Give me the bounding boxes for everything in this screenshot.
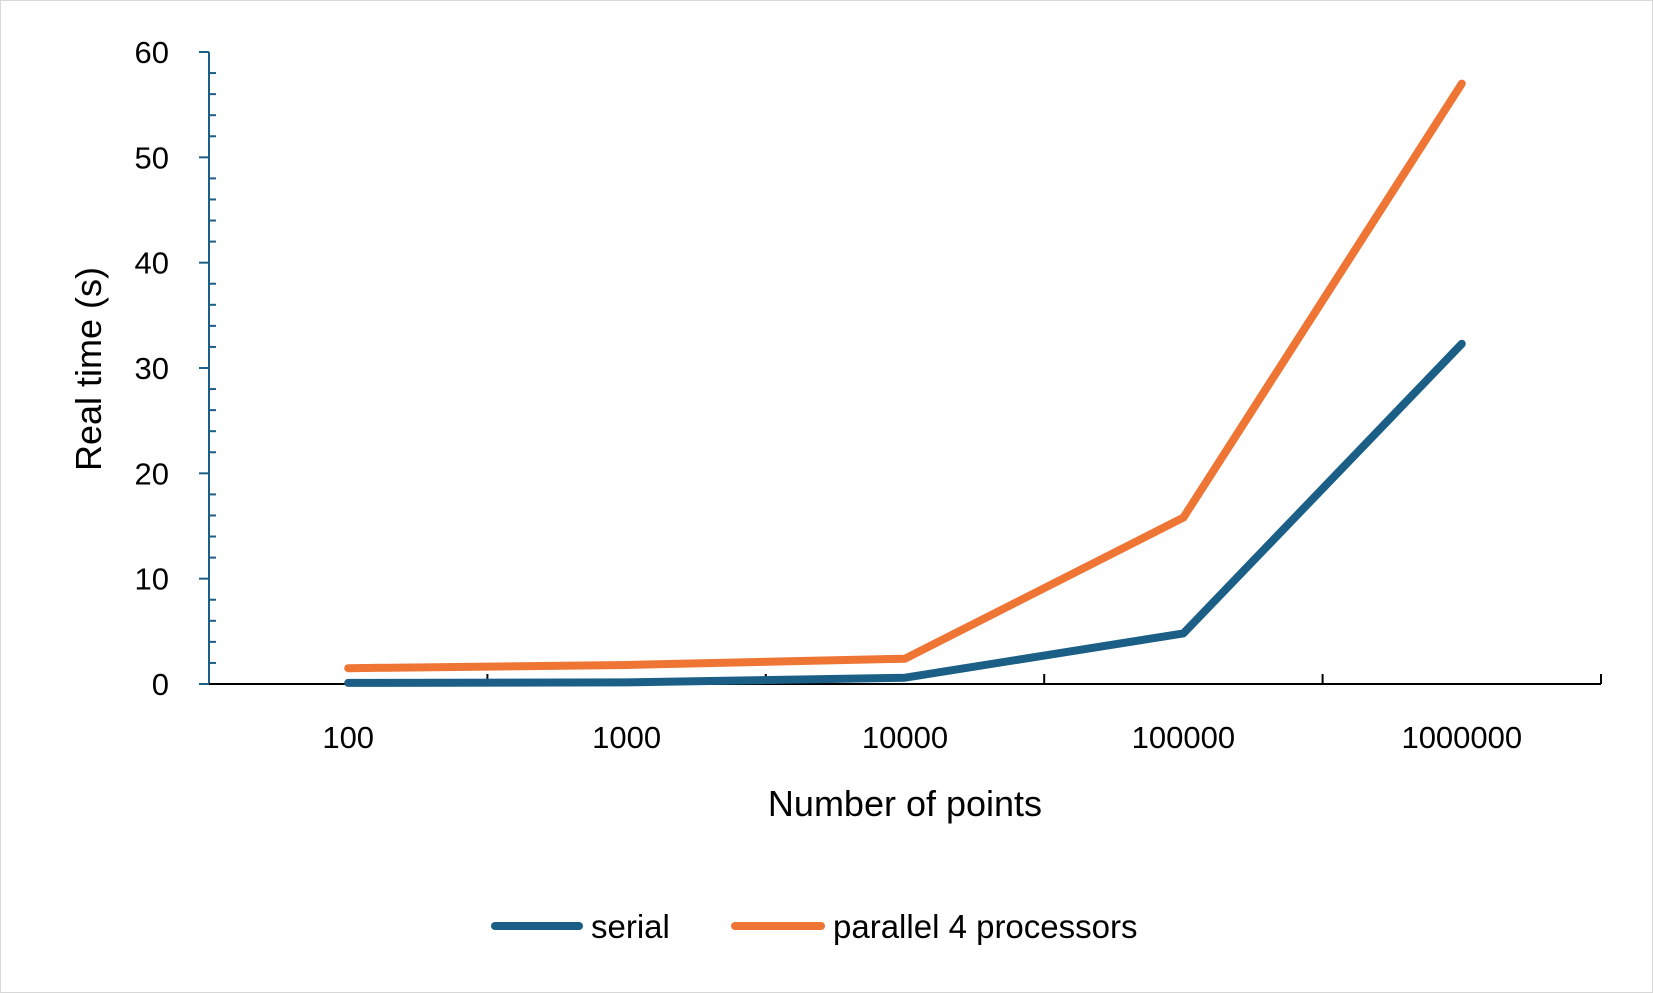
series-line-serial — [344, 339, 1466, 687]
legend-label-parallel-4-processors: parallel 4 processors — [833, 908, 1137, 945]
x-tick-label: 10000 — [862, 720, 948, 755]
y-tick-label: 50 — [135, 140, 169, 175]
y-tick-label: 20 — [135, 456, 169, 491]
x-tick-label: 1000 — [592, 720, 661, 755]
y-tick-label: 30 — [135, 351, 169, 386]
legend: serial parallel 4 processors — [491, 908, 1137, 945]
series-line-parallel-4-processors — [344, 79, 1466, 673]
y-tick-label: 60 — [135, 35, 169, 70]
y-axis: 0 10 20 30 40 50 60 — [135, 35, 216, 702]
series-layer — [344, 79, 1466, 687]
y-tick-label: 0 — [152, 667, 169, 702]
x-tick-label: 100 — [322, 720, 374, 755]
x-tick-label: 100000 — [1132, 720, 1235, 755]
legend-label-serial: serial — [591, 908, 670, 945]
y-axis-title: Real time (s) — [68, 267, 109, 471]
y-tick-label: 40 — [135, 246, 169, 281]
y-tick-label: 10 — [135, 562, 169, 597]
x-tick-label: 1000000 — [1401, 720, 1522, 755]
x-axis-title: Number of points — [768, 783, 1042, 824]
